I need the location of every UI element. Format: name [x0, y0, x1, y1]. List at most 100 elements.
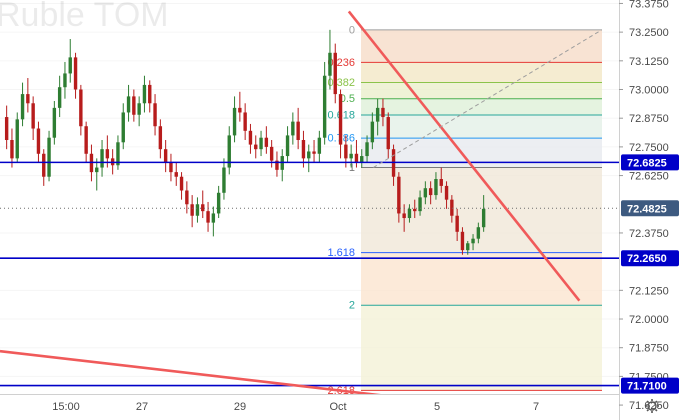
candle-body	[381, 107, 385, 118]
candle-body	[121, 112, 125, 143]
candle-body	[397, 176, 401, 214]
candle-body	[52, 107, 57, 138]
chart-watermark: Ruble TOM	[0, 0, 169, 34]
gear-icon-tooth	[646, 400, 650, 404]
candle-body	[169, 162, 173, 173]
fib-level-label: 0	[349, 24, 355, 36]
price-tick-label: 72.1250	[629, 285, 669, 297]
candle-body	[211, 213, 216, 223]
price-badge-label: 71.7100	[627, 381, 667, 393]
price-tick-label: 72.3750	[629, 228, 669, 240]
candle-body	[238, 107, 242, 113]
candle-body	[402, 213, 406, 219]
price-tick-label: 72.6250	[629, 171, 669, 183]
fib-zone	[361, 167, 602, 253]
candle-body	[418, 197, 422, 212]
horizontal-levels[interactable]	[0, 161, 619, 387]
candle-body	[349, 153, 353, 159]
candle-body	[307, 151, 311, 159]
candle-body	[105, 149, 110, 159]
fib-zone	[361, 252, 602, 306]
candle-body	[95, 167, 99, 173]
time-axis-bg	[0, 394, 619, 420]
chart-settings-button[interactable]	[645, 399, 659, 413]
price-tick-label: 71.8750	[629, 343, 669, 355]
price-tick-label: 73.2500	[629, 27, 669, 39]
candle-body	[407, 208, 412, 219]
candle-body	[174, 172, 178, 177]
price-tick-label: 73.1250	[629, 56, 669, 68]
price-tick-label: 71.6250	[629, 400, 669, 412]
gear-icon-tooth	[646, 408, 650, 412]
candle-body	[148, 84, 152, 104]
price-badge[interactable]	[621, 250, 679, 267]
price-tick-label: 72.0000	[629, 314, 669, 326]
candle-body	[116, 142, 120, 166]
candle-body	[428, 188, 433, 196]
price-tick-label: 72.7500	[629, 142, 669, 154]
price-axis[interactable]: 73.3750 73.2500 73.1250 73.0000 72.8750 72.75…	[619, 0, 680, 420]
candle-body	[79, 89, 83, 127]
candle-body	[42, 153, 46, 177]
candle-body	[264, 137, 269, 147]
fib-zone	[361, 98, 602, 115]
fib-level-label: 1	[349, 162, 355, 174]
candle-body	[15, 119, 19, 159]
trendline-upper-resistance[interactable]	[347, 10, 581, 302]
candle-body	[434, 179, 438, 196]
candle-body	[423, 188, 428, 198]
candle-body	[322, 75, 327, 138]
time-tick-label: 29	[234, 401, 246, 413]
candle-body	[254, 144, 258, 150]
candle-body	[31, 103, 35, 129]
candle-body	[439, 179, 443, 186]
price-badge[interactable]	[621, 154, 679, 171]
candle-body	[466, 243, 470, 251]
candle-body	[20, 94, 25, 120]
time-tick-label: 27	[136, 401, 148, 413]
candle-body	[137, 103, 141, 115]
candle-body	[317, 137, 322, 154]
candle-body	[248, 130, 253, 145]
candle-body	[190, 204, 194, 216]
candle-body	[57, 87, 62, 108]
candle-body	[185, 190, 189, 205]
candle-body	[227, 135, 231, 168]
price-badge[interactable]	[621, 377, 679, 394]
gear-icon-tooth	[654, 400, 658, 404]
candle-body	[63, 73, 67, 88]
fib-level-label: 0.382	[327, 77, 355, 89]
candle-body	[312, 151, 316, 154]
candle-body	[476, 227, 481, 239]
fib-zone	[361, 82, 602, 99]
candle-body	[275, 160, 279, 170]
candle-body	[291, 121, 295, 136]
candle-body	[333, 52, 337, 95]
time-axis[interactable]: 15:00 27 29 Oct 5 7	[0, 394, 619, 420]
candle-body	[259, 137, 263, 150]
fib-level-label: 2	[349, 300, 355, 312]
candle-body	[201, 204, 205, 212]
candle-body	[36, 128, 41, 154]
candle-body	[10, 140, 14, 159]
candle-body	[206, 211, 210, 223]
price-tick-label: 73.0000	[629, 85, 669, 97]
fib-level-label: 1.618	[327, 247, 355, 259]
candle-body	[68, 57, 72, 74]
candle-body	[285, 135, 290, 157]
candle-body	[460, 231, 465, 251]
candle-body	[301, 140, 306, 159]
candle-body	[26, 94, 30, 104]
time-tick-label: 5	[434, 401, 440, 413]
candle-body	[365, 142, 369, 157]
candle-body	[413, 208, 417, 212]
candle-body	[360, 156, 364, 163]
candle-body	[375, 107, 380, 122]
trendline-fib-diagonal[interactable]	[373, 29, 603, 168]
candle-body	[243, 112, 247, 131]
gear-icon[interactable]	[647, 401, 657, 411]
price-badge[interactable]	[621, 200, 679, 217]
candle-body	[444, 185, 449, 200]
